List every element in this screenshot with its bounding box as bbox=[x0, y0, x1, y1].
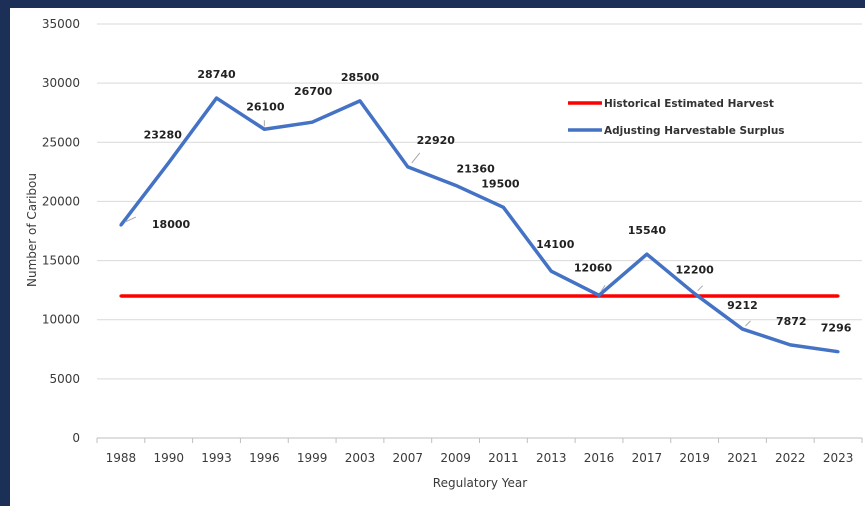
data-point bbox=[262, 294, 266, 298]
data-point bbox=[167, 161, 171, 165]
y-tick-label: 0 bbox=[72, 431, 80, 445]
data-point bbox=[406, 294, 410, 298]
data-point bbox=[454, 294, 458, 298]
data-label: 19500 bbox=[481, 177, 520, 190]
data-point bbox=[119, 294, 123, 298]
data-point bbox=[501, 205, 505, 209]
x-tick-label: 2007 bbox=[393, 451, 424, 465]
data-point bbox=[358, 99, 362, 103]
y-tick-label: 5000 bbox=[49, 372, 80, 386]
data-point bbox=[215, 96, 219, 100]
x-tick-label: 2022 bbox=[775, 451, 806, 465]
data-point bbox=[788, 343, 792, 347]
series-line-1 bbox=[119, 96, 839, 354]
data-point bbox=[406, 165, 410, 169]
y-tick-label: 25000 bbox=[42, 135, 80, 149]
data-label: 12200 bbox=[676, 264, 715, 277]
data-point bbox=[788, 294, 792, 298]
x-tick-label: 1996 bbox=[249, 451, 280, 465]
data-point bbox=[740, 327, 744, 331]
x-tick-label: 2019 bbox=[679, 451, 710, 465]
data-label: 21360 bbox=[456, 162, 495, 175]
legend: Historical Estimated Harvest Adjusting H… bbox=[568, 98, 785, 137]
x-tick-label: 2011 bbox=[488, 451, 519, 465]
data-point bbox=[645, 294, 649, 298]
y-axis-title: Number of Caribou bbox=[25, 173, 39, 287]
label-leader-line bbox=[600, 285, 606, 292]
data-point bbox=[597, 293, 601, 297]
label-leader-line bbox=[124, 216, 137, 223]
y-tick-label: 30000 bbox=[42, 76, 80, 90]
x-tick-label: 1990 bbox=[153, 451, 184, 465]
data-point bbox=[310, 120, 314, 124]
x-tick-label: 2017 bbox=[632, 451, 663, 465]
data-label: 18000 bbox=[152, 218, 191, 231]
x-tick-label: 2013 bbox=[536, 451, 567, 465]
data-point bbox=[262, 127, 266, 131]
data-label: 7296 bbox=[821, 322, 852, 335]
x-tick-label: 2009 bbox=[440, 451, 471, 465]
data-point bbox=[501, 294, 505, 298]
x-tick-label: 1999 bbox=[297, 451, 328, 465]
y-tick-label: 15000 bbox=[42, 254, 80, 268]
data-point bbox=[836, 294, 840, 298]
data-label: 12060 bbox=[574, 261, 613, 274]
legend-label-historical: Historical Estimated Harvest bbox=[604, 98, 774, 110]
x-axis: 1988 1990 1993 1996 1999 2003 2007 2009 2011 2013… bbox=[96, 437, 863, 465]
label-leader-line bbox=[411, 152, 421, 164]
data-label: 14100 bbox=[536, 238, 575, 251]
data-point bbox=[693, 292, 697, 296]
data-label: 26100 bbox=[246, 100, 285, 113]
y-tick-label: 35000 bbox=[42, 17, 80, 31]
data-point bbox=[215, 294, 219, 298]
data-label: 23280 bbox=[144, 129, 183, 142]
data-point bbox=[549, 294, 553, 298]
data-label: 9212 bbox=[727, 299, 758, 312]
data-label: 7872 bbox=[776, 315, 807, 328]
data-point bbox=[310, 294, 314, 298]
x-axis-title: Regulatory Year bbox=[433, 476, 527, 490]
data-label: 26700 bbox=[294, 85, 333, 98]
data-point bbox=[740, 294, 744, 298]
x-tick-label: 2016 bbox=[584, 451, 615, 465]
data-point bbox=[358, 294, 362, 298]
data-point bbox=[836, 350, 840, 354]
data-label: 28740 bbox=[197, 68, 236, 81]
data-label: 28500 bbox=[341, 71, 380, 84]
chart-frame: 0 5000 10000 15000 20000 25000 30000 35000 1988… bbox=[10, 8, 865, 506]
line-chart: 0 5000 10000 15000 20000 25000 30000 35000 1988… bbox=[25, 17, 863, 490]
label-leader-line bbox=[697, 285, 704, 292]
data-point bbox=[645, 252, 649, 256]
y-tick-label: 10000 bbox=[42, 313, 80, 327]
gridlines bbox=[97, 23, 862, 439]
data-point bbox=[119, 223, 123, 227]
y-axis-ticks: 0 5000 10000 15000 20000 25000 30000 35000 bbox=[42, 17, 80, 445]
legend-label-adjusting: Adjusting Harvestable Surplus bbox=[604, 125, 785, 137]
x-tick-label: 1988 bbox=[106, 451, 137, 465]
series-lines bbox=[119, 96, 840, 354]
x-tick-label: 2021 bbox=[727, 451, 758, 465]
data-label: 22920 bbox=[417, 134, 456, 147]
data-point bbox=[167, 294, 171, 298]
y-tick-label: 20000 bbox=[42, 194, 80, 208]
x-tick-label: 2023 bbox=[823, 451, 854, 465]
label-leader-line bbox=[745, 320, 751, 327]
data-label: 15540 bbox=[628, 224, 667, 237]
data-labels: 18000 23280 28740 26100 26700 28500 22920 21360… bbox=[124, 68, 852, 335]
x-tick-label: 2003 bbox=[345, 451, 376, 465]
data-point bbox=[549, 269, 553, 273]
x-tick-label: 1993 bbox=[201, 451, 232, 465]
data-point bbox=[454, 183, 458, 187]
